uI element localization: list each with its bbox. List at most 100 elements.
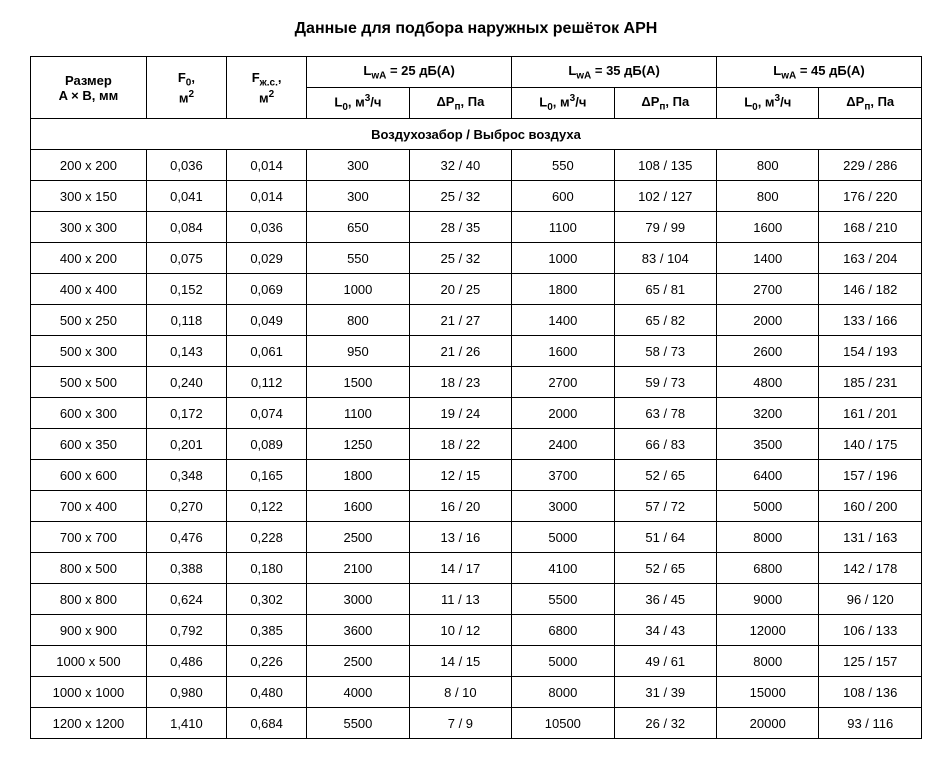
table-cell: 5000 xyxy=(717,491,819,522)
table-cell: 3600 xyxy=(307,615,409,646)
table-cell: 3000 xyxy=(307,584,409,615)
table-cell: 1500 xyxy=(307,367,409,398)
table-cell: 20000 xyxy=(717,708,819,739)
table-cell: 1100 xyxy=(307,398,409,429)
table-cell: 8000 xyxy=(717,646,819,677)
table-cell: 400 х 200 xyxy=(31,243,147,274)
table-cell: 650 xyxy=(307,212,409,243)
table-cell: 21 / 26 xyxy=(409,336,511,367)
table-cell: 0,684 xyxy=(227,708,307,739)
table-cell: 1600 xyxy=(512,336,614,367)
table-cell: 3000 xyxy=(512,491,614,522)
table-cell: 229 / 286 xyxy=(819,150,922,181)
table-cell: 185 / 231 xyxy=(819,367,922,398)
table-cell: 500 х 250 xyxy=(31,305,147,336)
table-cell: 14 / 17 xyxy=(409,553,511,584)
table-cell: 20 / 25 xyxy=(409,274,511,305)
table-row: 400 х 4000,1520,069100020 / 25180065 / 8… xyxy=(31,274,922,305)
table-cell: 2000 xyxy=(512,398,614,429)
table-cell: 10 / 12 xyxy=(409,615,511,646)
table-row: 1200 х 12001,4100,68455007 / 91050026 / … xyxy=(31,708,922,739)
table-cell: 1400 xyxy=(512,305,614,336)
table-cell: 5000 xyxy=(512,646,614,677)
table-cell: 11 / 13 xyxy=(409,584,511,615)
table-cell: 142 / 178 xyxy=(819,553,922,584)
table-cell: 2500 xyxy=(307,522,409,553)
table-cell: 66 / 83 xyxy=(614,429,716,460)
table-cell: 26 / 32 xyxy=(614,708,716,739)
table-cell: 0,049 xyxy=(227,305,307,336)
table-cell: 63 / 78 xyxy=(614,398,716,429)
table-row: 800 х 8000,6240,302300011 / 13550036 / 4… xyxy=(31,584,922,615)
table-cell: 1000 х 1000 xyxy=(31,677,147,708)
table-cell: 0,014 xyxy=(227,150,307,181)
table-cell: 0,074 xyxy=(227,398,307,429)
table-row: 300 х 3000,0840,03665028 / 35110079 / 99… xyxy=(31,212,922,243)
table-cell: 8000 xyxy=(512,677,614,708)
table-cell: 0,084 xyxy=(146,212,226,243)
table-cell: 0,388 xyxy=(146,553,226,584)
table-cell: 12000 xyxy=(717,615,819,646)
table-cell: 14 / 15 xyxy=(409,646,511,677)
table-cell: 106 / 133 xyxy=(819,615,922,646)
table-cell: 2600 xyxy=(717,336,819,367)
table-cell: 0,014 xyxy=(227,181,307,212)
header-size-line1: Размер xyxy=(33,73,144,88)
table-cell: 65 / 81 xyxy=(614,274,716,305)
header-size-line2: A × B, мм xyxy=(33,88,144,103)
table-cell: 19 / 24 xyxy=(409,398,511,429)
table-row: 200 х 2000,0360,01430032 / 40550108 / 13… xyxy=(31,150,922,181)
table-cell: 1600 xyxy=(717,212,819,243)
table-cell: 2500 xyxy=(307,646,409,677)
table-cell: 200 х 200 xyxy=(31,150,147,181)
table-cell: 3500 xyxy=(717,429,819,460)
table-cell: 0,624 xyxy=(146,584,226,615)
table-cell: 0,165 xyxy=(227,460,307,491)
data-table: Размер A × B, мм F0, м2 Fж.с., м2 LwA = … xyxy=(30,56,922,739)
table-cell: 25 / 32 xyxy=(409,181,511,212)
table-cell: 2700 xyxy=(717,274,819,305)
table-cell: 300 xyxy=(307,181,409,212)
table-cell: 0,302 xyxy=(227,584,307,615)
table-cell: 5000 xyxy=(512,522,614,553)
header-lwa25: LwA = 25 дБ(А) xyxy=(307,57,512,88)
table-cell: 600 х 350 xyxy=(31,429,147,460)
table-cell: 160 / 200 xyxy=(819,491,922,522)
table-cell: 146 / 182 xyxy=(819,274,922,305)
table-row: 1000 х 5000,4860,226250014 / 15500049 / … xyxy=(31,646,922,677)
table-cell: 500 х 300 xyxy=(31,336,147,367)
table-cell: 0,061 xyxy=(227,336,307,367)
table-cell: 8000 xyxy=(717,522,819,553)
table-cell: 161 / 201 xyxy=(819,398,922,429)
table-cell: 157 / 196 xyxy=(819,460,922,491)
table-cell: 0,089 xyxy=(227,429,307,460)
table-row: 900 х 9000,7920,385360010 / 12680034 / 4… xyxy=(31,615,922,646)
table-cell: 16 / 20 xyxy=(409,491,511,522)
table-cell: 36 / 45 xyxy=(614,584,716,615)
table-cell: 1,410 xyxy=(146,708,226,739)
header-l0-35: L0, м3/ч xyxy=(512,88,614,119)
table-cell: 28 / 35 xyxy=(409,212,511,243)
header-lwa45: LwA = 45 дБ(А) xyxy=(717,57,922,88)
table-cell: 79 / 99 xyxy=(614,212,716,243)
table-cell: 2700 xyxy=(512,367,614,398)
table-cell: 600 х 300 xyxy=(31,398,147,429)
table-cell: 1000 xyxy=(512,243,614,274)
table-cell: 0,143 xyxy=(146,336,226,367)
table-cell: 0,036 xyxy=(227,212,307,243)
table-cell: 131 / 163 xyxy=(819,522,922,553)
table-cell: 300 х 150 xyxy=(31,181,147,212)
table-cell: 1000 х 500 xyxy=(31,646,147,677)
table-cell: 1250 xyxy=(307,429,409,460)
table-cell: 8 / 10 xyxy=(409,677,511,708)
table-cell: 0,172 xyxy=(146,398,226,429)
table-cell: 0,980 xyxy=(146,677,226,708)
table-cell: 0,348 xyxy=(146,460,226,491)
table-cell: 83 / 104 xyxy=(614,243,716,274)
table-cell: 0,152 xyxy=(146,274,226,305)
header-f0-line2: м2 xyxy=(149,89,224,105)
table-cell: 4800 xyxy=(717,367,819,398)
table-cell: 7 / 9 xyxy=(409,708,511,739)
table-cell: 800 xyxy=(717,181,819,212)
header-dp-35: ΔPп, Па xyxy=(614,88,716,119)
